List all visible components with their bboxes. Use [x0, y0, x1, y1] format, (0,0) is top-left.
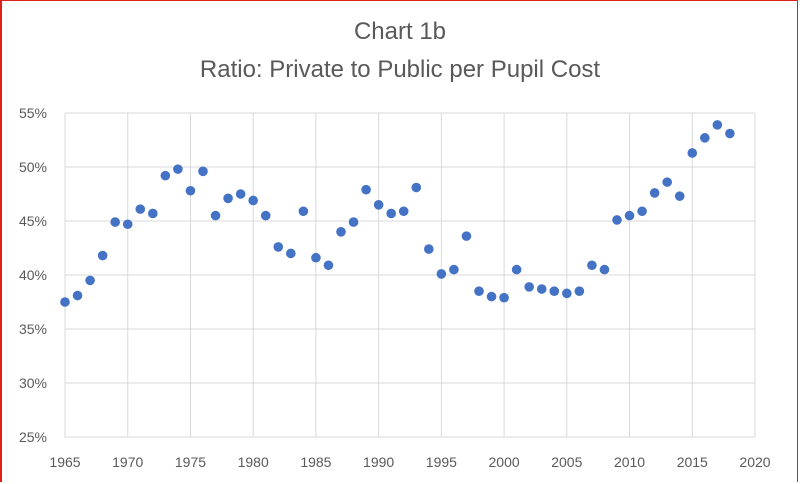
data-point: [499, 292, 509, 303]
data-point: [424, 244, 434, 254]
data-point: [712, 120, 723, 130]
data-point: [637, 206, 647, 217]
y-tick-label: 40%: [19, 267, 47, 283]
data-point: [160, 170, 171, 181]
y-tick-label: 45%: [19, 213, 47, 229]
x-tick-label: 1965: [49, 454, 80, 470]
y-tick-label: 55%: [19, 105, 47, 121]
data-point: [361, 184, 371, 195]
data-point: [574, 286, 585, 297]
data-point: [135, 204, 146, 214]
x-tick-label: 1995: [426, 454, 457, 470]
y-tick-label: 50%: [19, 159, 47, 175]
data-point: [474, 286, 484, 297]
data-point: [549, 286, 560, 297]
x-tick-label: 2020: [739, 454, 770, 470]
data-point: [85, 275, 95, 286]
data-point: [260, 210, 271, 221]
chart-subtitle: Ratio: Private to Public per Pupil Cost: [199, 56, 601, 83]
data-point: [60, 297, 70, 307]
x-tick-label: 2005: [551, 454, 582, 470]
x-tick-label: 1975: [175, 454, 206, 470]
data-point: [311, 252, 321, 263]
data-point: [386, 208, 396, 219]
x-tick-label: 1980: [238, 454, 269, 470]
data-point: [461, 231, 472, 241]
data-point: [524, 282, 534, 292]
x-tick-label: 2010: [614, 454, 645, 470]
data-point: [449, 264, 459, 275]
gridlines: [64, 112, 756, 438]
data-point: [72, 290, 83, 301]
data-point: [185, 185, 196, 196]
y-tick-label: 35%: [19, 321, 47, 337]
x-tick-label: 1990: [363, 454, 394, 470]
x-tick-label: 1970: [112, 454, 143, 470]
data-point: [687, 148, 698, 158]
data-point: [173, 164, 183, 174]
y-tick-label: 25%: [19, 429, 47, 445]
data-point: [198, 166, 208, 177]
data-point: [562, 288, 572, 299]
data-point: [587, 260, 597, 271]
data-points: [60, 120, 735, 307]
data-point: [662, 177, 672, 187]
data-point: [725, 128, 735, 139]
data-point: [273, 242, 284, 252]
x-axis-tick-labels: 1965 1970 1975 1980 1985 1990 1995 2000 2005 2010…: [49, 454, 770, 470]
data-point: [624, 210, 635, 221]
data-point: [674, 191, 685, 201]
chart-title: Chart 1b: [353, 18, 447, 45]
y-tick-label: 30%: [19, 375, 47, 391]
data-point: [248, 195, 258, 206]
data-point: [223, 193, 233, 204]
data-point: [612, 215, 622, 225]
data-point: [436, 269, 447, 279]
data-point: [649, 188, 660, 198]
x-tick-label: 2000: [489, 454, 520, 470]
data-point: [235, 189, 246, 199]
data-point: [599, 264, 610, 275]
data-point: [536, 284, 547, 294]
data-point: [122, 219, 133, 230]
y-axis-tick-labels: 25% 30% 35% 40% 45% 50% 55%: [19, 105, 47, 445]
data-point: [110, 217, 120, 227]
data-point: [373, 200, 384, 210]
data-point: [148, 208, 158, 219]
data-point: [298, 206, 309, 217]
data-point: [323, 260, 334, 271]
data-point: [97, 250, 108, 261]
data-point: [700, 133, 710, 143]
data-point: [286, 248, 296, 259]
x-tick-label: 1985: [300, 454, 331, 470]
data-point: [336, 227, 346, 237]
data-point: [511, 264, 522, 275]
data-point: [411, 182, 422, 193]
data-point: [210, 210, 221, 221]
data-point: [398, 206, 409, 217]
data-point: [348, 217, 359, 227]
data-point: [486, 291, 497, 302]
x-tick-label: 2015: [677, 454, 708, 470]
